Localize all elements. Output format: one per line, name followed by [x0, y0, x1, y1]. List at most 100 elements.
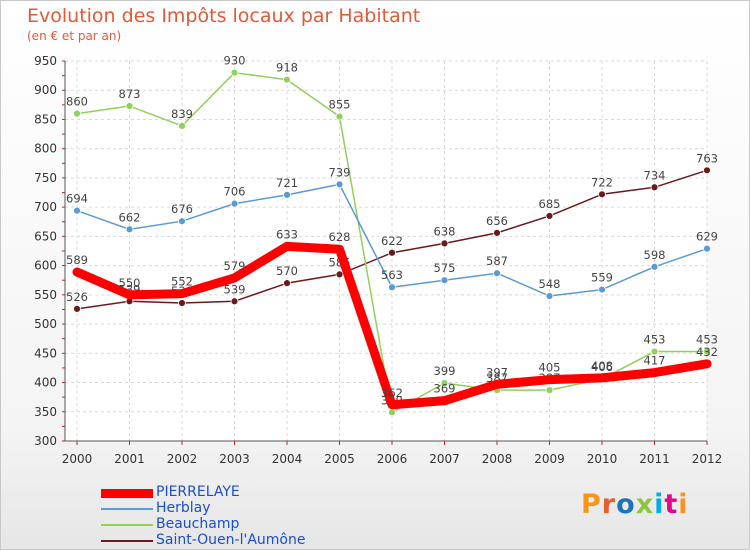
y-tick-label: 300: [34, 434, 57, 448]
legend-item: Herblay: [101, 500, 361, 517]
data-point: [650, 183, 659, 192]
data-point: [178, 299, 186, 307]
data-label: 662: [119, 210, 141, 224]
y-tick-label: 400: [34, 376, 57, 390]
data-label: 629: [696, 230, 718, 244]
y-tick-label: 350: [34, 405, 57, 419]
data-label: 694: [66, 192, 88, 206]
data-label: 362: [381, 386, 403, 400]
data-label: 579: [224, 259, 246, 273]
y-tick-label: 450: [34, 346, 57, 360]
data-point: [545, 386, 554, 395]
data-point: [388, 283, 396, 292]
data-point: [178, 121, 186, 130]
x-tick-label: 2009: [534, 452, 565, 466]
data-point: [598, 285, 606, 294]
data-point: [440, 276, 449, 285]
data-label: 432: [696, 345, 718, 359]
x-tick-label: 2003: [219, 452, 250, 466]
data-point: [73, 304, 81, 313]
data-point: [440, 379, 449, 388]
legend-swatch: [101, 488, 153, 498]
x-tick-label: 2001: [114, 452, 145, 466]
data-point: [178, 217, 186, 226]
data-point: [283, 279, 291, 288]
data-label: 526: [66, 290, 88, 304]
data-point: [598, 190, 606, 199]
data-label: 656: [486, 214, 508, 228]
data-point: [493, 228, 501, 237]
data-label: 685: [539, 197, 561, 211]
data-label: 598: [644, 248, 666, 262]
data-point: [73, 206, 81, 215]
data-label: 405: [539, 361, 561, 375]
legend-swatch: [101, 508, 153, 510]
legend-swatch: [101, 540, 153, 542]
data-label: 417: [644, 354, 666, 368]
chart-legend: PIERRELAYE Herblay Beauchamp Saint-Ouen-l'A…: [101, 484, 361, 549]
data-point: [230, 199, 239, 208]
data-point: [388, 248, 396, 257]
data-label: 860: [66, 95, 88, 109]
data-point: [650, 262, 659, 271]
data-label: 633: [276, 227, 298, 241]
chart-subtitle: (en € et par an): [27, 29, 122, 43]
proxiti-logo: Proxiti: [581, 489, 689, 520]
data-label: 408: [591, 359, 613, 373]
x-tick-label: 2004: [272, 452, 303, 466]
data-label: 589: [66, 253, 88, 267]
series-line: [72, 241, 712, 410]
data-label: 706: [224, 185, 246, 199]
data-point: [703, 244, 711, 253]
data-label: 587: [486, 254, 508, 268]
x-tick-label: 2007: [429, 452, 460, 466]
data-label: 539: [224, 282, 246, 296]
data-label: 622: [381, 234, 403, 248]
data-point: [283, 75, 291, 84]
data-label: 763: [696, 151, 718, 165]
data-point: [545, 212, 554, 220]
legend-label: Saint-Ouen-l'Aumône: [156, 532, 306, 548]
y-tick-label: 800: [34, 142, 57, 156]
data-point: [283, 190, 291, 199]
legend-item: Beauchamp: [101, 516, 361, 533]
y-tick-label: 550: [34, 288, 57, 302]
data-point: [125, 102, 134, 110]
data-point: [388, 408, 396, 417]
x-tick-label: 2006: [377, 452, 408, 466]
data-point: [335, 270, 344, 279]
data-label: 918: [276, 61, 298, 75]
data-label: 559: [591, 271, 613, 285]
x-tick-label: 2008: [482, 452, 513, 466]
data-label: 369: [434, 382, 456, 396]
legend-item: Saint-Ouen-l'Aumône: [101, 532, 361, 549]
data-label: 570: [276, 264, 298, 278]
legend-label: Beauchamp: [156, 516, 240, 532]
data-label: 721: [276, 176, 298, 190]
x-tick-label: 2005: [324, 452, 355, 466]
legend-item: PIERRELAYE: [101, 484, 361, 501]
x-tick-label: 2000: [62, 452, 93, 466]
data-point: [650, 347, 659, 356]
data-point: [493, 269, 501, 278]
y-tick-label: 500: [34, 317, 57, 331]
data-point: [703, 347, 711, 356]
y-tick-label: 750: [34, 171, 57, 185]
data-label: 552: [171, 275, 193, 289]
data-label: 453: [696, 333, 718, 347]
x-tick-label: 2012: [692, 452, 723, 466]
y-tick-label: 700: [34, 200, 57, 214]
data-label: 638: [434, 224, 456, 238]
data-label: 575: [434, 261, 456, 275]
data-point: [703, 166, 711, 175]
data-label: 855: [329, 98, 351, 112]
data-point: [335, 180, 344, 189]
data-label: 628: [329, 230, 351, 244]
data-label: 550: [119, 276, 141, 290]
x-tick-label: 2011: [639, 452, 670, 466]
x-tick-label: 2002: [167, 452, 198, 466]
data-point: [440, 239, 449, 248]
data-label: 839: [171, 107, 193, 121]
